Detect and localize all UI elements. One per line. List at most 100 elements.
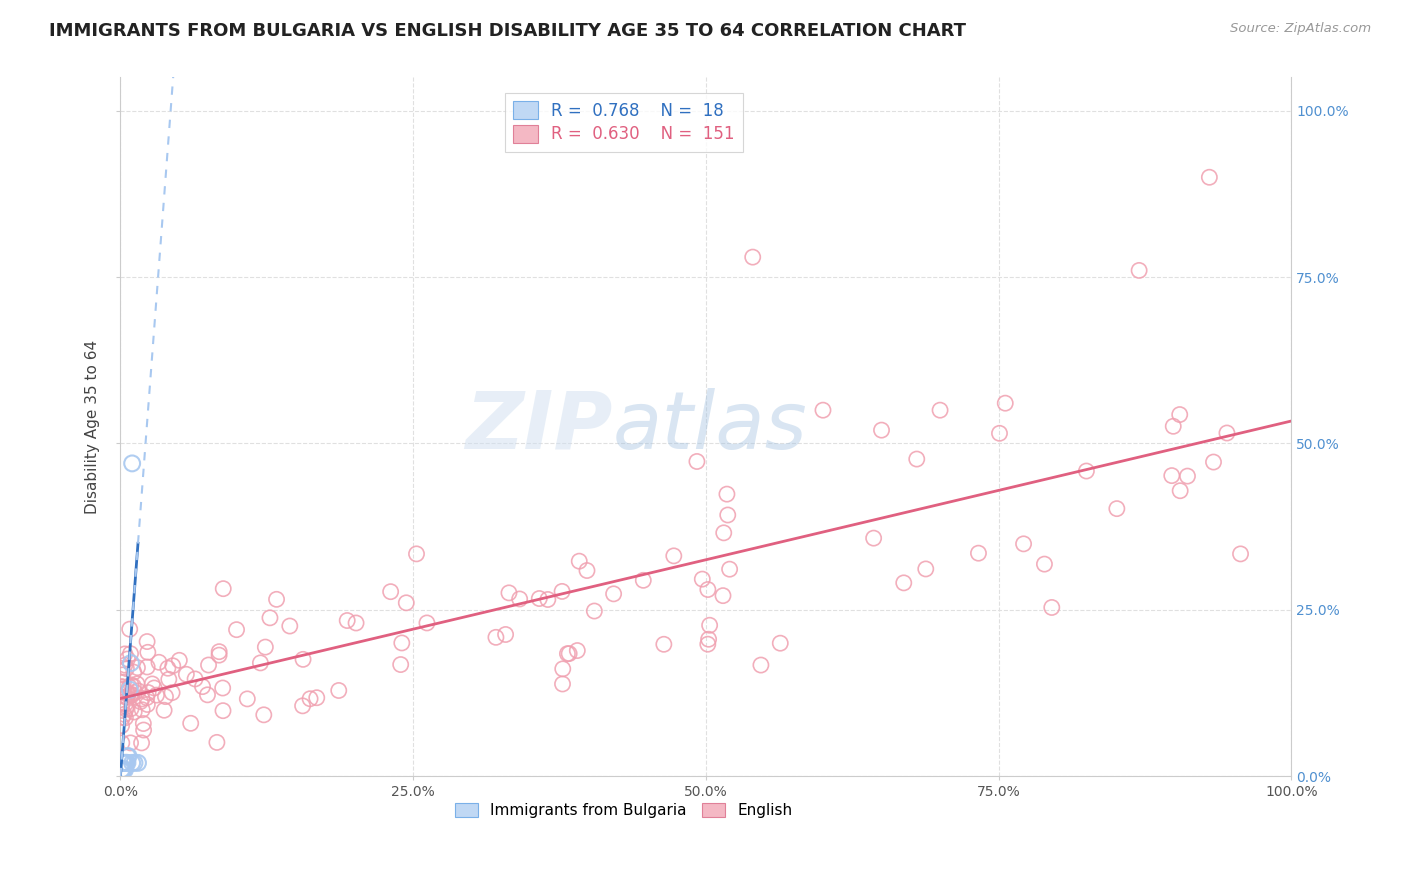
Point: [160, 685, 183, 699]
Point: [162, 658, 184, 673]
Point: [212, 582, 235, 596]
Point: [122, 665, 145, 680]
Point: [395, 596, 418, 610]
Point: [568, 554, 591, 568]
Point: [120, 647, 142, 661]
Point: [405, 547, 427, 561]
Point: [117, 652, 139, 666]
Point: [136, 685, 159, 699]
Point: [551, 584, 574, 599]
Point: [124, 756, 146, 770]
Point: [253, 707, 276, 722]
Point: [115, 756, 138, 770]
Point: [583, 604, 606, 618]
Point: [994, 396, 1017, 410]
Point: [749, 658, 772, 673]
Point: [498, 586, 520, 600]
Point: [862, 531, 884, 545]
Text: Source: ZipAtlas.com: Source: ZipAtlas.com: [1230, 22, 1371, 36]
Point: [121, 756, 143, 770]
Point: [967, 546, 990, 560]
Point: [380, 584, 402, 599]
Point: [249, 656, 271, 670]
Point: [389, 657, 412, 672]
Point: [567, 643, 589, 657]
Point: [713, 525, 735, 540]
Point: [336, 614, 359, 628]
Point: [696, 582, 718, 597]
Point: [112, 756, 135, 770]
Point: [551, 677, 574, 691]
Point: [136, 698, 159, 712]
Point: [1198, 170, 1220, 185]
Point: [114, 756, 136, 770]
Point: [118, 680, 141, 694]
Text: IMMIGRANTS FROM BULGARIA VS ENGLISH DISABILITY AGE 35 TO 64 CORRELATION CHART: IMMIGRANTS FROM BULGARIA VS ENGLISH DISA…: [49, 22, 966, 40]
Point: [127, 756, 149, 770]
Point: [529, 591, 551, 606]
Text: ZIP: ZIP: [465, 388, 612, 466]
Point: [690, 572, 713, 586]
Point: [124, 685, 146, 699]
Point: [111, 680, 134, 694]
Point: [1168, 408, 1191, 422]
Point: [117, 756, 139, 770]
Point: [131, 703, 153, 717]
Point: [769, 636, 792, 650]
Point: [718, 562, 741, 576]
Point: [114, 697, 136, 711]
Point: [328, 683, 350, 698]
Point: [120, 701, 142, 715]
Point: [1105, 501, 1128, 516]
Point: [225, 623, 247, 637]
Point: [870, 423, 893, 437]
Point: [696, 637, 718, 651]
Point: [1216, 425, 1239, 440]
Point: [1202, 455, 1225, 469]
Point: [129, 695, 152, 709]
Point: [717, 508, 740, 522]
Point: [988, 426, 1011, 441]
Point: [180, 716, 202, 731]
Point: [1177, 469, 1199, 483]
Point: [551, 662, 574, 676]
Point: [1168, 483, 1191, 498]
Point: [1012, 537, 1035, 551]
Point: [575, 564, 598, 578]
Point: [633, 574, 655, 588]
Point: [141, 677, 163, 691]
Point: [112, 675, 135, 690]
Point: [117, 749, 139, 764]
Point: [112, 763, 135, 777]
Point: [114, 658, 136, 673]
Text: atlas: atlas: [612, 388, 807, 466]
Point: [148, 655, 170, 669]
Point: [118, 622, 141, 636]
Point: [208, 645, 231, 659]
Point: [122, 679, 145, 693]
Point: [111, 756, 134, 770]
Point: [136, 660, 159, 674]
Point: [1161, 419, 1184, 434]
Point: [711, 589, 734, 603]
Point: [557, 647, 579, 661]
Point: [135, 690, 157, 705]
Point: [111, 668, 134, 682]
Point: [122, 705, 145, 719]
Point: [305, 690, 328, 705]
Point: [292, 652, 315, 666]
Point: [136, 645, 159, 659]
Point: [114, 763, 136, 777]
Point: [914, 562, 936, 576]
Point: [208, 648, 231, 662]
Point: [115, 699, 138, 714]
Point: [110, 718, 132, 732]
Point: [344, 615, 367, 630]
Point: [110, 763, 132, 777]
Point: [211, 681, 233, 695]
Point: [131, 736, 153, 750]
Point: [121, 688, 143, 702]
Point: [125, 677, 148, 691]
Point: [1160, 468, 1182, 483]
Point: [132, 716, 155, 731]
